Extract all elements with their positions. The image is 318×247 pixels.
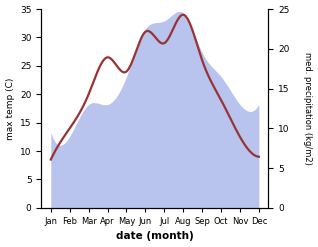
- Y-axis label: max temp (C): max temp (C): [5, 77, 15, 140]
- Y-axis label: med. precipitation (kg/m2): med. precipitation (kg/m2): [303, 52, 313, 165]
- X-axis label: date (month): date (month): [116, 231, 194, 242]
